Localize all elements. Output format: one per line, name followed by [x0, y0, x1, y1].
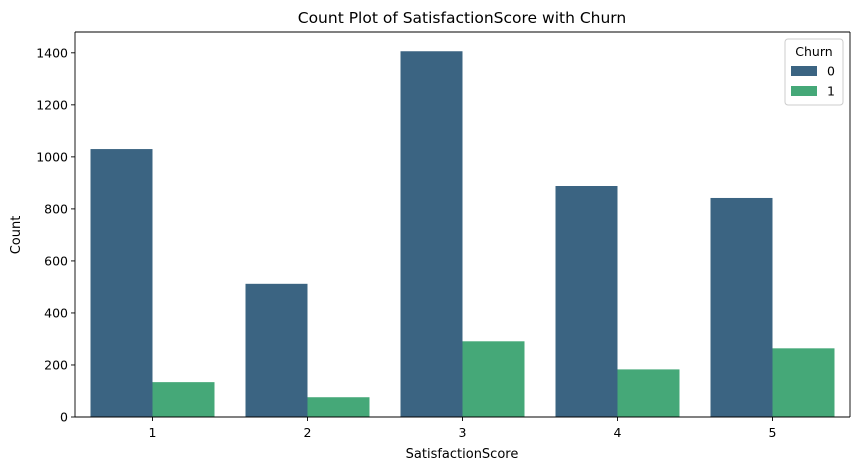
x-tick-label: 4 [614, 425, 622, 440]
y-axis-label: Count [9, 216, 24, 255]
legend-label-1: 1 [827, 84, 835, 99]
chart-title: Count Plot of SatisfactionScore with Chu… [298, 9, 626, 27]
legend-label-0: 0 [827, 64, 835, 79]
y-tick-label: 400 [44, 305, 68, 320]
bar-series-1-cat-1 [152, 382, 215, 417]
y-tick-label: 200 [44, 357, 68, 372]
bar-series-1-cat-2 [307, 397, 370, 417]
bar-series-0-cat-4 [555, 186, 618, 417]
axes-layer: 0 200 400 600 800 1000 1200 1400 1 2 3 4 5 [36, 31, 851, 440]
legend-title: Churn [795, 44, 832, 59]
x-tick-label: 5 [769, 425, 777, 440]
y-tick-label: 1200 [36, 97, 68, 112]
bar-series-0-cat-5 [710, 197, 773, 417]
y-tick-label: 600 [44, 253, 68, 268]
x-tick-label: 1 [149, 425, 157, 440]
y-tick-label: 1400 [36, 45, 68, 60]
y-tick-label: 800 [44, 201, 68, 216]
bar-series-1-cat-5 [772, 348, 835, 417]
bar-series-0-cat-1 [90, 149, 153, 418]
bar-series-0-cat-2 [245, 283, 308, 417]
legend-swatch-1 [791, 86, 817, 96]
bar-series-1-cat-4 [617, 369, 680, 417]
legend-swatch-0 [791, 66, 817, 76]
bar-series-0-cat-3 [400, 51, 463, 417]
x-tick-label: 3 [459, 425, 467, 440]
bar-series-1-cat-3 [462, 341, 525, 417]
bars-layer [90, 51, 835, 418]
x-axis-label: SatisfactionScore [406, 447, 519, 462]
y-tick-label: 1000 [36, 149, 68, 164]
y-tick-label: 0 [60, 410, 68, 425]
legend: Churn 0 1 [784, 38, 844, 106]
x-tick-label: 2 [304, 425, 312, 440]
